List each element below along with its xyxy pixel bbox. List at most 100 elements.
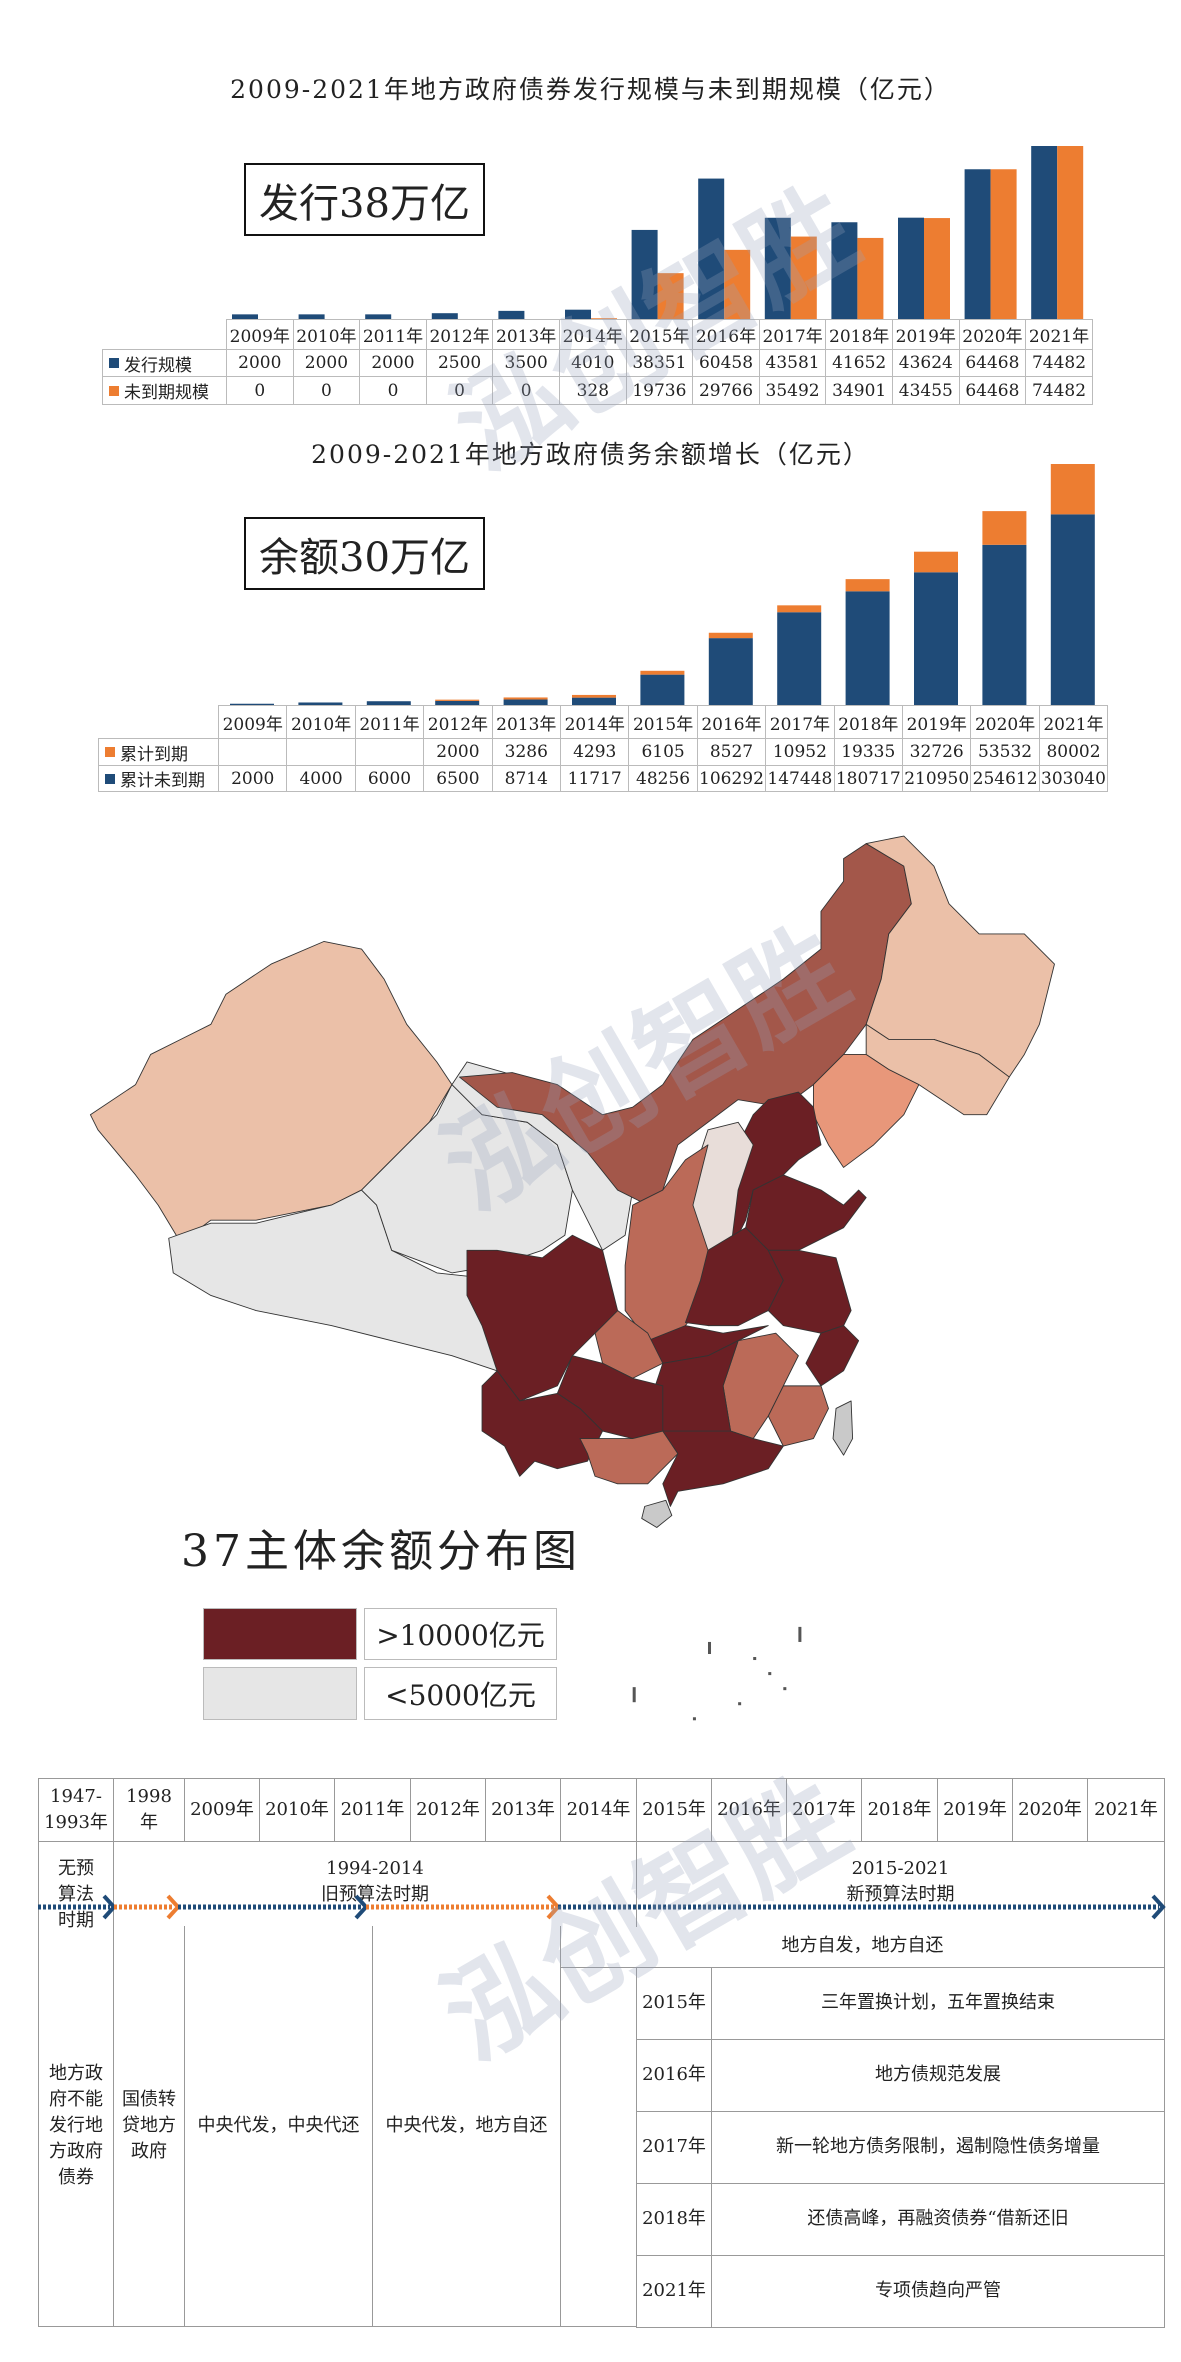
chart1-title: 2009-2021年地方政府债券发行规模与未到期规模（亿元） xyxy=(230,75,951,104)
bar-cumulative-outstanding xyxy=(845,591,890,705)
timeline-year: 2011年 xyxy=(334,1778,411,1842)
series-name: 累计到期 xyxy=(120,744,188,765)
bar-cumulative-matured xyxy=(708,632,753,639)
table-cell-value: 74482 xyxy=(1025,376,1093,405)
bar-issue xyxy=(498,310,525,319)
timeline-phase: 地方自发，地方自还 xyxy=(560,1926,1165,1968)
bar-outstanding xyxy=(990,169,1017,319)
bar-cumulative-outstanding xyxy=(777,612,822,705)
bar-outstanding xyxy=(724,249,751,319)
chart1-callout: 发行38万亿 xyxy=(244,163,485,236)
timeline-year: 2013年 xyxy=(485,1778,561,1842)
bar-issue xyxy=(431,313,458,319)
timeline-year: 2019年 xyxy=(937,1778,1013,1842)
bar-outstanding xyxy=(657,273,684,319)
bar-issue xyxy=(831,222,858,319)
timeline-phase: 国债转贷地方政府 xyxy=(113,1926,185,2327)
bar-issue xyxy=(1031,146,1058,319)
series-name: 未到期规模 xyxy=(124,383,209,403)
event-text: 新一轮地方债务限制，遏制隐性债务增量 xyxy=(711,2111,1165,2184)
bar-outstanding xyxy=(591,318,617,319)
legend-label-high: >10000亿元 xyxy=(364,1608,557,1660)
bar-issue xyxy=(898,217,924,319)
timeline-period: 1994-2014 旧预算法时期 xyxy=(113,1841,637,1927)
bar-cumulative-outstanding xyxy=(914,572,958,705)
bar-cumulative-outstanding xyxy=(708,638,753,705)
chart2-callout: 余额30万亿 xyxy=(244,517,485,590)
period-range: 1994-2014 xyxy=(326,1858,424,1879)
period-name: 新预算法时期 xyxy=(846,1884,955,1906)
bar-cumulative-outstanding xyxy=(435,700,480,705)
timeline-empty-cell xyxy=(560,1967,637,2327)
bar-issue xyxy=(964,169,991,319)
timeline-phase: 中央代发，中央代还 xyxy=(184,1926,373,2327)
bar-cumulative-matured xyxy=(1050,464,1095,515)
bar-issue xyxy=(764,217,791,319)
series-name: 发行规模 xyxy=(124,355,192,376)
table-cell-value: 303040 xyxy=(1038,765,1109,792)
legend-swatch-high xyxy=(203,1608,357,1660)
event-year: 2017年 xyxy=(636,2111,712,2184)
legend-marker xyxy=(109,358,119,368)
event-text: 专项债趋向严管 xyxy=(711,2255,1165,2328)
region-shandong xyxy=(745,1174,867,1251)
event-year: 2016年 xyxy=(636,2039,712,2112)
bar-issue xyxy=(365,314,392,319)
bar-outstanding xyxy=(1057,146,1084,319)
bar-cumulative-matured xyxy=(503,697,548,700)
region-sichuan xyxy=(466,1234,619,1402)
timeline-year: 2009年 xyxy=(184,1778,260,1842)
timeline-year: 2018年 xyxy=(861,1778,938,1842)
map-title: 37主体余额分布图 xyxy=(181,1526,581,1577)
event-text: 地方债规范发展 xyxy=(711,2039,1165,2112)
series-label: 未到期规模 xyxy=(102,376,227,405)
timeline-year: 1947-1993年 xyxy=(38,1778,114,1842)
series-name: 累计未到期 xyxy=(120,771,205,791)
timeline-phase: 中央代发，地方自还 xyxy=(372,1926,561,2327)
event-text: 还债高峰，再融资债券“借新还旧 xyxy=(711,2183,1165,2256)
bar-cumulative-matured xyxy=(777,605,822,613)
legend-marker xyxy=(105,747,115,757)
bar-issue xyxy=(698,178,725,319)
region-taiwan xyxy=(832,1400,854,1456)
timeline-year: 2017年 xyxy=(786,1778,862,1842)
legend-swatch-low xyxy=(203,1667,357,1720)
bar-cumulative-matured xyxy=(435,699,480,701)
bar-issue xyxy=(298,314,325,319)
event-year: 2015年 xyxy=(636,1967,712,2040)
region-xinjiang xyxy=(89,941,453,1244)
bar-cumulative-matured xyxy=(845,579,890,592)
period-name: 旧预算法时期 xyxy=(321,1884,429,1906)
region-hainan xyxy=(641,1499,673,1528)
region-yunnan xyxy=(481,1370,604,1477)
bar-cumulative-outstanding xyxy=(503,699,548,705)
timeline-year: 2010年 xyxy=(259,1778,335,1842)
period-name: 无预算法时期 xyxy=(58,1858,94,1932)
chart2-title: 2009-2021年地方政府债务余额增长（亿元） xyxy=(311,440,870,469)
region-guangxi xyxy=(579,1430,679,1485)
timeline-year: 2012年 xyxy=(410,1778,486,1842)
period-range: 2015-2021 xyxy=(851,1858,950,1879)
arrowhead-icon xyxy=(1151,1894,1166,1920)
timeline-year: 1998年 xyxy=(113,1778,185,1842)
region-jiangsu-anhui xyxy=(767,1249,852,1334)
region-henan xyxy=(684,1227,784,1327)
bar-issue xyxy=(631,229,658,319)
region-zhejiang xyxy=(805,1325,860,1387)
chart1-bars xyxy=(232,146,1084,319)
timeline-year: 2021年 xyxy=(1087,1778,1165,1842)
timeline-phase: 地方政府不能发行地方政府债券 xyxy=(38,1926,114,2327)
event-year: 2018年 xyxy=(636,2183,712,2256)
bar-outstanding xyxy=(857,237,884,319)
legend-marker xyxy=(109,385,119,396)
timeline-period: 无预算法时期 xyxy=(38,1841,114,1931)
timeline-year: 2020年 xyxy=(1012,1778,1088,1842)
bar-cumulative-outstanding xyxy=(1050,514,1095,705)
bar-outstanding xyxy=(924,218,950,319)
region-liaoning xyxy=(812,1054,920,1168)
south-china-sea-islands xyxy=(632,1626,802,1721)
bar-cumulative-matured xyxy=(640,670,685,675)
event-year: 2021年 xyxy=(636,2255,712,2328)
bar-outstanding xyxy=(790,236,817,319)
